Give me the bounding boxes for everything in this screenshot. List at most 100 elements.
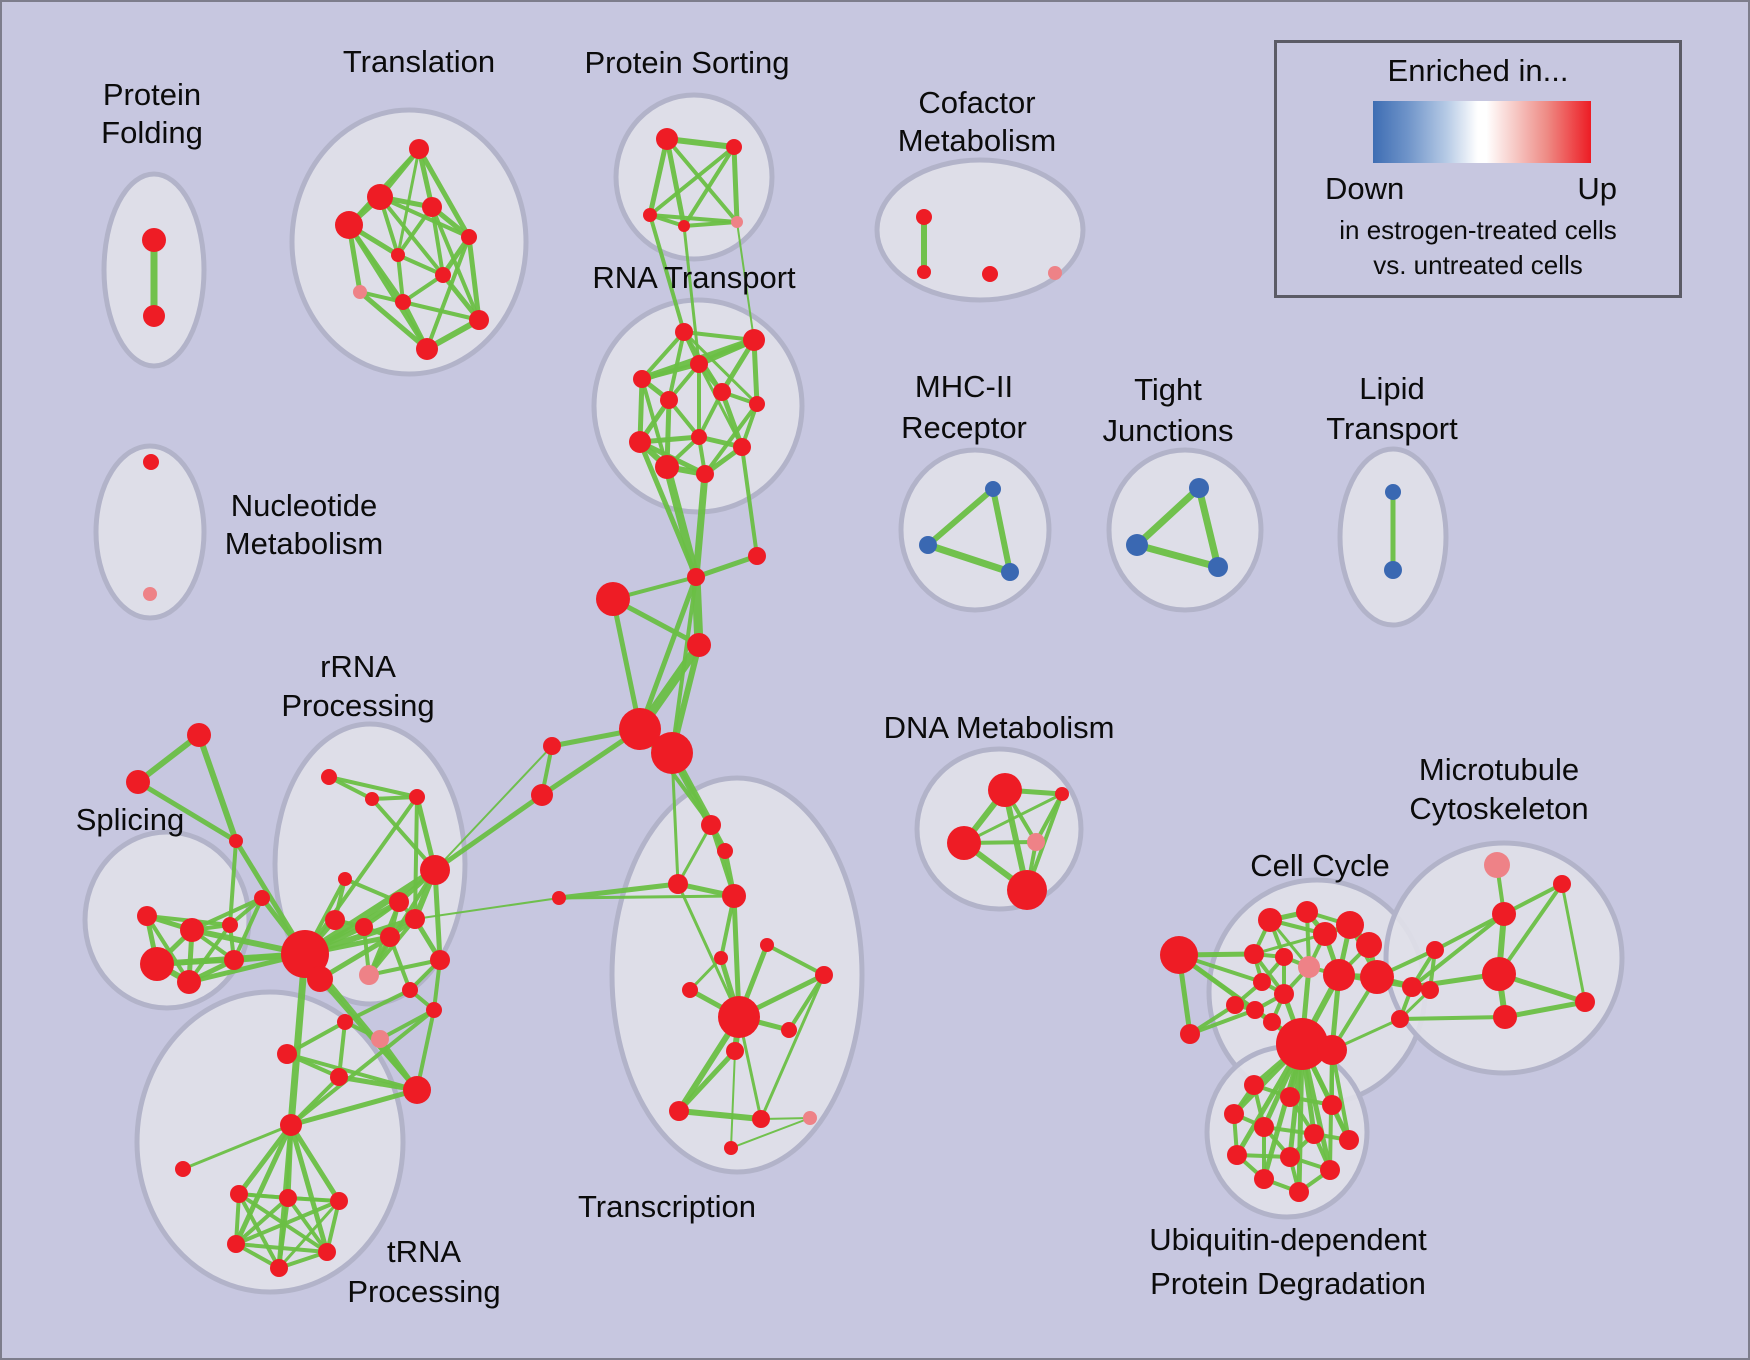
lipid-transport-node-0[interactable] [1385,484,1401,500]
cofactor-metabolism-node-2[interactable] [982,266,998,282]
splicing-node-1[interactable] [180,918,204,942]
rna-transport-node-0[interactable] [675,323,693,341]
tight-junctions-node-0[interactable] [1189,478,1209,498]
connector-chain-node-2[interactable] [596,582,630,616]
transcription-node-7[interactable] [815,966,833,984]
cell-cycle-node-17[interactable] [1426,941,1444,959]
cell-cycle-node-8[interactable] [1323,959,1355,991]
translation-node-8[interactable] [395,294,411,310]
rrna-processing-node-11[interactable] [402,982,418,998]
connector-chain-node-0[interactable] [687,568,705,586]
ubiquitin-degradation-node-9[interactable] [1227,1145,1247,1165]
trna-processing-node-0[interactable] [280,1114,302,1136]
rrna-processing-node-14[interactable] [371,1030,389,1048]
trna-processing-node-7[interactable] [270,1259,288,1277]
splicing-node-6[interactable] [254,890,270,906]
ubiquitin-degradation-node-6[interactable] [1254,1117,1274,1137]
splicing-node-3[interactable] [140,947,174,981]
translation-node-2[interactable] [422,197,442,217]
nucleotide-metabolism-node-0[interactable] [143,454,159,470]
cofactor-metabolism-node-3[interactable] [1048,266,1062,280]
transcription-node-6[interactable] [714,951,728,965]
microtubule-cytoskeleton-node-6[interactable] [1493,1005,1517,1029]
rrna-processing-node-6[interactable] [325,910,345,930]
translation-node-5[interactable] [391,248,405,262]
ubiquitin-degradation-node-12[interactable] [1254,1169,1274,1189]
cell-cycle-node-14[interactable] [1180,1024,1200,1044]
protein-sorting-node-1[interactable] [726,139,742,155]
ubiquitin-degradation-node-4[interactable] [1322,1095,1342,1115]
transcription-node-1[interactable] [717,843,733,859]
protein-sorting-node-4[interactable] [731,216,743,228]
cell-cycle-node-4[interactable] [1356,932,1382,958]
microtubule-cytoskeleton-node-7[interactable] [1553,875,1571,893]
rna-transport-node-11[interactable] [696,465,714,483]
rna-transport-node-10[interactable] [655,455,679,479]
ubiquitin-degradation-node-7[interactable] [1304,1124,1324,1144]
ubiquitin-degradation-node-10[interactable] [1280,1147,1300,1167]
transcription-node-0[interactable] [701,815,721,835]
rrna-processing-node-7[interactable] [355,918,373,936]
protein-sorting-node-2[interactable] [643,208,657,222]
dna-metabolism-node-1[interactable] [1055,787,1069,801]
microtubule-cytoskeleton-node-1[interactable] [1492,902,1516,926]
transcription-node-9[interactable] [718,996,760,1038]
transcription-node-15[interactable] [724,1141,738,1155]
cell-cycle-node-1[interactable] [1296,901,1318,923]
protein-sorting-node-0[interactable] [656,128,678,150]
rrna-processing-node-1[interactable] [365,792,379,806]
mhc-ii-receptor-node-0[interactable] [985,481,1001,497]
rrna-processing-node-5[interactable] [389,892,409,912]
splicing-node-5[interactable] [224,950,244,970]
connector-chain-node-4[interactable] [619,708,661,750]
trna-processing-node-2[interactable] [230,1185,248,1203]
translation-node-9[interactable] [469,310,489,330]
translation-node-6[interactable] [435,267,451,283]
cell-cycle-node-15[interactable] [1263,1013,1281,1031]
protein-folding-node-1[interactable] [143,305,165,327]
rna-transport-node-1[interactable] [743,329,765,351]
rrna-processing-node-2[interactable] [409,789,425,805]
trna-processing-node-6[interactable] [318,1243,336,1261]
ubiquitin-degradation-node-3[interactable] [1280,1087,1300,1107]
cell-cycle-node-7[interactable] [1298,956,1320,978]
rna-transport-node-8[interactable] [691,429,707,445]
ubiquitin-degradation-node-8[interactable] [1339,1130,1359,1150]
dna-metabolism-node-3[interactable] [1027,833,1045,851]
transcription-node-14[interactable] [803,1111,817,1125]
microtubule-cytoskeleton-node-5[interactable] [1391,1010,1409,1028]
rna-transport-node-5[interactable] [660,391,678,409]
rrna-processing-node-17[interactable] [277,1044,297,1064]
rrna-processing-node-16[interactable] [403,1076,431,1104]
cell-cycle-node-9[interactable] [1360,960,1394,994]
connector-chain-node-1[interactable] [748,547,766,565]
nucleotide-metabolism-node-1[interactable] [143,587,157,601]
cofactor-metabolism-node-1[interactable] [917,265,931,279]
rrna-processing-node-12[interactable] [426,1002,442,1018]
ubiquitin-degradation-node-11[interactable] [1320,1160,1340,1180]
microtubule-cytoskeleton-node-3[interactable] [1482,957,1516,991]
rna-transport-node-9[interactable] [733,438,751,456]
transcription-node-10[interactable] [781,1022,797,1038]
connector-chain-node-7[interactable] [531,784,553,806]
transcription-node-8[interactable] [682,982,698,998]
trna-processing-node-1[interactable] [175,1161,191,1177]
rrna-processing-node-4[interactable] [420,855,450,885]
cofactor-metabolism-node-0[interactable] [916,209,932,225]
cell-cycle-node-2[interactable] [1313,922,1337,946]
connector-chain-node-6[interactable] [543,737,561,755]
cell-cycle-node-10[interactable] [1253,973,1271,991]
ubiquitin-degradation-node-0[interactable] [1276,1018,1328,1070]
rrna-processing-node-0[interactable] [321,769,337,785]
rrna-processing-node-15[interactable] [330,1068,348,1086]
trna-processing-node-4[interactable] [330,1192,348,1210]
cell-cycle-node-12[interactable] [1246,1001,1264,1019]
mhc-ii-receptor-node-2[interactable] [1001,563,1019,581]
tight-junctions-node-1[interactable] [1126,534,1148,556]
lipid-transport-node-1[interactable] [1384,561,1402,579]
transcription-node-11[interactable] [726,1042,744,1060]
translation-node-7[interactable] [353,285,367,299]
dna-metabolism-node-4[interactable] [1007,870,1047,910]
transcription-node-4[interactable] [552,891,566,905]
translation-node-4[interactable] [461,229,477,245]
